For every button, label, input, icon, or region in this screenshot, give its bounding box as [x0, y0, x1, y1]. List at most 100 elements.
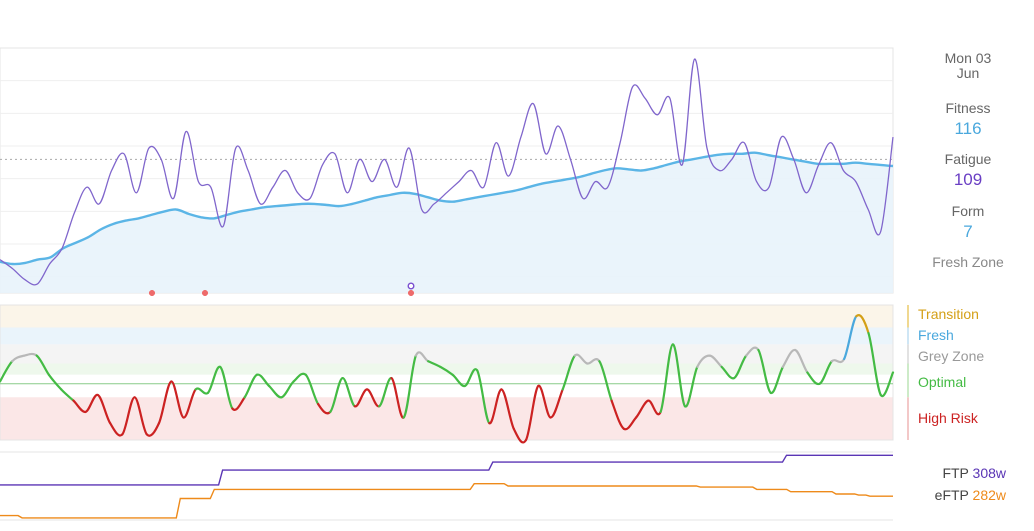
eftp-label: eFTP — [934, 487, 969, 503]
optimal-band-upper — [0, 363, 893, 375]
form-line-segment — [622, 416, 638, 431]
ftp-panel — [0, 451, 893, 521]
form-line-segment — [60, 388, 75, 402]
form-line-segment — [549, 388, 564, 419]
form-line-segment — [500, 388, 515, 430]
date-line1: Mon 03 — [944, 50, 992, 66]
form-line-segment — [219, 365, 234, 410]
fitness-value: 116 — [954, 119, 982, 138]
form-line-segment — [47, 373, 63, 391]
fitness-line — [0, 151, 894, 266]
form-line-segment — [867, 332, 882, 397]
form-line-segment — [341, 376, 356, 408]
form-line-segment — [843, 315, 858, 361]
ftp-line — [0, 454, 893, 486]
fatigue-value: 109 — [953, 170, 983, 189]
form-line-segment — [194, 387, 210, 395]
form-line-segment — [439, 365, 454, 376]
form-line-segment — [708, 354, 723, 368]
form-line-segment — [683, 365, 699, 408]
form-line-segment — [23, 352, 38, 357]
form-line-segment — [378, 376, 393, 408]
form-line-segment — [182, 388, 197, 419]
form-line-segment — [121, 396, 136, 436]
form-line-segment — [659, 343, 674, 413]
zone-high-risk: High Risk — [918, 410, 978, 426]
zone-fresh: Fresh — [918, 327, 954, 343]
form-line-segment — [818, 360, 833, 385]
zone-transition: Transition — [918, 306, 979, 322]
optimal-band-lower — [0, 374, 893, 398]
form-line-segment — [280, 380, 295, 399]
date-line2: Jun — [956, 65, 980, 81]
form-line-segment — [157, 380, 173, 425]
fatigue-label: Fatigue — [944, 151, 992, 167]
form-line-segment — [463, 368, 479, 388]
form-line-segment — [353, 388, 369, 408]
form-line-segment — [537, 384, 552, 419]
eftp-value: 282w — [972, 487, 1006, 503]
form-line-segment — [427, 360, 442, 368]
form-line-segment — [329, 377, 344, 413]
ftp-readout: FTP 308w — [942, 465, 1006, 481]
form-line-segment — [598, 360, 613, 402]
form-line-segment — [0, 360, 14, 383]
fitness-area — [0, 152, 893, 293]
form-line-segment — [133, 396, 148, 436]
form-line-segment — [732, 354, 748, 380]
form-line-segment — [671, 343, 687, 408]
high-risk-band — [0, 397, 893, 440]
form-line-segment — [414, 351, 430, 363]
zone-optimal: Optimal — [918, 374, 967, 390]
fresh-band — [0, 327, 893, 345]
form-line-segment — [292, 372, 307, 383]
form-line-segment — [231, 396, 246, 411]
form-line-segment — [879, 371, 895, 398]
eftp-readout: eFTP 282w — [935, 487, 1006, 503]
form-label: Form — [951, 203, 985, 219]
form-line-segment — [304, 373, 320, 406]
form-line-segment — [610, 399, 625, 430]
form-line-segment — [488, 388, 503, 425]
form-line-segment — [96, 393, 112, 425]
event-marker — [407, 282, 415, 290]
form-line-segment — [402, 354, 417, 419]
ftp-value: 308w — [972, 465, 1006, 481]
form-value: 7 — [963, 222, 973, 241]
form-line-segment — [830, 357, 846, 364]
form-line-segment — [145, 422, 161, 437]
form-line-segment — [512, 427, 528, 444]
form-line-segment — [855, 314, 870, 335]
form-line-segment — [170, 380, 185, 419]
form-line-segment — [769, 365, 784, 394]
form-line-segment — [647, 399, 662, 416]
form-line-segment — [745, 346, 760, 357]
zone-label: Fresh Zone — [932, 254, 1004, 270]
form-line-segment — [757, 348, 772, 394]
form-line-segment — [635, 399, 650, 419]
form-line-segment — [794, 348, 809, 374]
form-line-segment — [243, 373, 258, 399]
fatigue-line — [0, 58, 894, 286]
form-line-segment — [573, 353, 589, 365]
event-marker — [201, 289, 209, 297]
form-line-segment — [476, 369, 491, 425]
event-marker — [148, 289, 156, 297]
ftp-label: FTP — [942, 465, 969, 481]
zone-grey: Grey Zone — [918, 348, 985, 364]
form-panel — [0, 304, 909, 444]
form-line-segment — [561, 354, 576, 391]
form-line-segment — [524, 384, 540, 442]
eftp-line — [0, 483, 893, 519]
form-line-segment — [317, 402, 332, 415]
form-line-segment — [35, 354, 50, 376]
fitness-label: Fitness — [945, 100, 991, 116]
date-label: Mon 03 Jun — [920, 51, 1016, 81]
form-line-segment — [255, 373, 271, 388]
form-line-segment — [586, 358, 601, 365]
event-marker — [407, 289, 415, 297]
transition-band — [0, 305, 893, 328]
form-line-segment — [109, 422, 124, 437]
fitness-fatigue-panel — [0, 47, 894, 297]
